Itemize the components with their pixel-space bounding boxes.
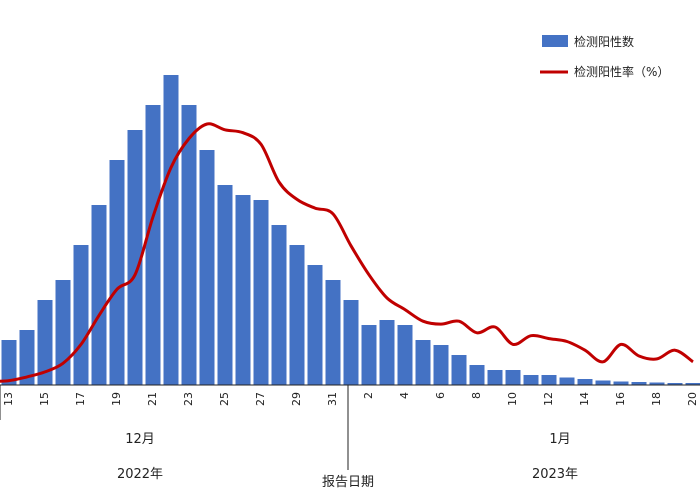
x-tick-labels: 13 15 17 19 21 23 25 27 29 31 2 4 6 8 10 12 14 16 18 20 bbox=[2, 392, 699, 406]
bar-36 bbox=[631, 382, 647, 385]
bar-5 bbox=[73, 245, 89, 385]
bar-29 bbox=[505, 370, 521, 385]
month-label-dec: 12月 bbox=[125, 432, 155, 447]
x-axis bbox=[0, 384, 700, 470]
x-tick-label-7: 19 bbox=[110, 392, 123, 406]
year-label-2023: 2023年 bbox=[532, 467, 578, 482]
legend-label-line: 检测阳性率（%） bbox=[574, 64, 669, 79]
month-label-jan: 1月 bbox=[549, 432, 570, 447]
bar-3 bbox=[37, 300, 53, 385]
x-tick-label-39: 20 bbox=[686, 392, 699, 406]
x-tick-label-5: 17 bbox=[74, 392, 87, 406]
bar-7 bbox=[109, 160, 125, 385]
bar-28 bbox=[487, 370, 503, 385]
x-tick-label-15: 27 bbox=[254, 392, 267, 406]
bar-21 bbox=[361, 325, 377, 385]
bar-16 bbox=[271, 225, 287, 385]
bar-11 bbox=[181, 105, 197, 385]
bar-24 bbox=[415, 340, 431, 385]
x-tick-label-27: 8 bbox=[470, 392, 483, 399]
bar-30 bbox=[523, 375, 539, 385]
bar-23 bbox=[397, 325, 413, 385]
bar-19 bbox=[325, 280, 341, 385]
bar-9 bbox=[145, 105, 161, 385]
x-tick-label-17: 29 bbox=[290, 392, 303, 406]
legend-label-bar: 检测阳性数 bbox=[574, 34, 634, 49]
bar-27 bbox=[469, 365, 485, 385]
bar-series bbox=[1, 75, 700, 385]
x-tick-label-21: 2 bbox=[362, 392, 375, 399]
bar-12 bbox=[199, 150, 215, 385]
bar-25 bbox=[433, 345, 449, 385]
bar-31 bbox=[541, 375, 557, 385]
x-tick-label-13: 25 bbox=[218, 392, 231, 406]
x-tick-label-11: 23 bbox=[182, 392, 195, 406]
bar-22 bbox=[379, 320, 395, 385]
x-tick-label-37: 18 bbox=[650, 392, 663, 406]
x-tick-label-33: 14 bbox=[578, 392, 591, 406]
bar-34 bbox=[595, 380, 611, 385]
bar-14 bbox=[235, 195, 251, 385]
bar-39 bbox=[685, 383, 700, 385]
bar-1 bbox=[1, 340, 17, 385]
legend: 检测阳性数 检测阳性率（%） bbox=[540, 34, 669, 79]
x-tick-label-3: 15 bbox=[38, 392, 51, 406]
bar-18 bbox=[307, 265, 323, 385]
x-tick-label-35: 16 bbox=[614, 392, 627, 406]
x-tick-label-9: 21 bbox=[146, 392, 159, 406]
bar-13 bbox=[217, 185, 233, 385]
bar-38 bbox=[667, 383, 683, 385]
x-axis-title: 报告日期 bbox=[322, 475, 374, 490]
line-series bbox=[0, 122, 694, 383]
year-label-2022: 2022年 bbox=[117, 467, 163, 482]
bar-10 bbox=[163, 75, 179, 385]
bar-2 bbox=[19, 330, 35, 385]
legend-swatch-bar bbox=[542, 35, 568, 47]
x-tick-label-31: 12 bbox=[542, 392, 555, 406]
bar-33 bbox=[577, 379, 593, 385]
x-group-labels: 12月 1月 2022年 2023年 报告日期 bbox=[117, 432, 578, 490]
x-tick-label-1: 13 bbox=[2, 392, 15, 406]
x-tick-label-25: 6 bbox=[434, 392, 447, 399]
bar-17 bbox=[289, 245, 305, 385]
x-tick-label-23: 4 bbox=[398, 392, 411, 399]
bar-37 bbox=[649, 382, 665, 385]
bar-26 bbox=[451, 355, 467, 385]
bar-8 bbox=[127, 130, 143, 385]
bar-32 bbox=[559, 377, 575, 385]
bar-35 bbox=[613, 381, 629, 385]
bar-6 bbox=[91, 205, 107, 385]
bar-15 bbox=[253, 200, 269, 385]
bar-4 bbox=[55, 280, 71, 385]
x-tick-label-29: 10 bbox=[506, 392, 519, 406]
x-tick-label-19: 31 bbox=[326, 392, 339, 406]
positive-rate-line bbox=[0, 122, 694, 383]
bar-20 bbox=[343, 300, 359, 385]
